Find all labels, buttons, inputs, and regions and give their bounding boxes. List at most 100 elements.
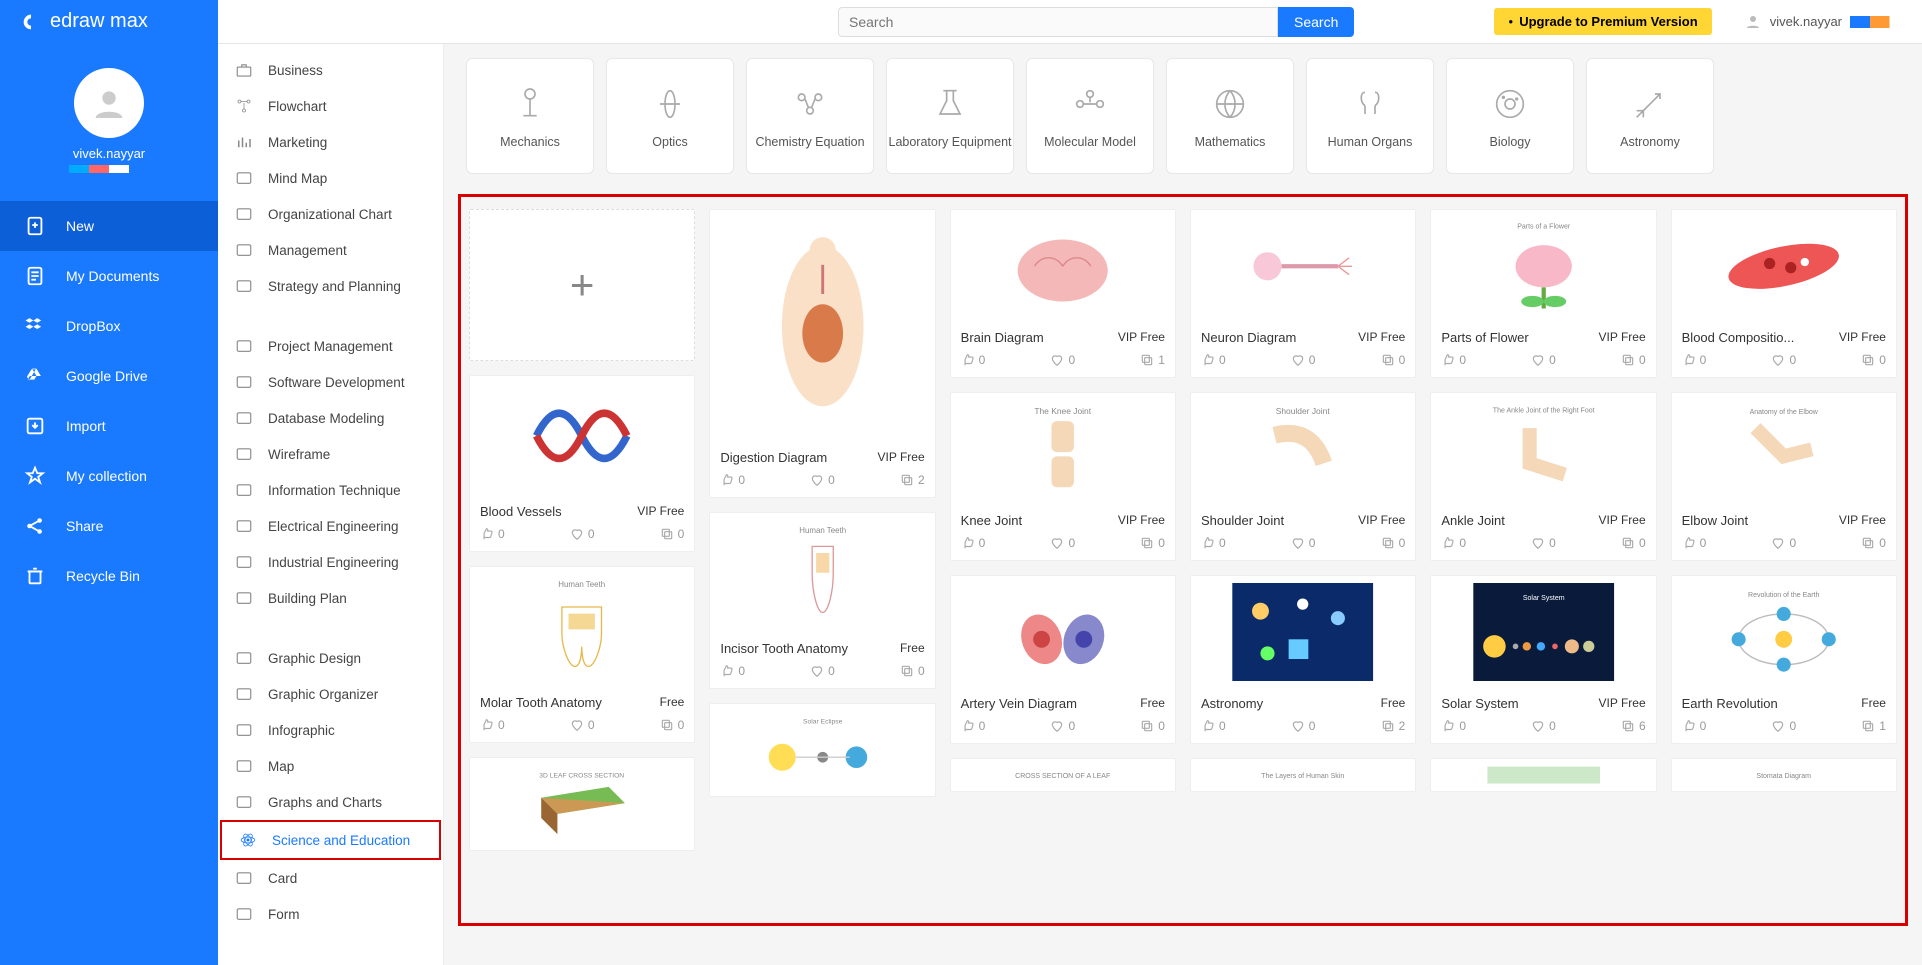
copy-count[interactable]: 1 — [1861, 719, 1886, 733]
template-card-blood-vessels[interactable]: Blood Vessels VIP Free 0 0 0 — [469, 375, 695, 552]
like-count[interactable]: 0 — [480, 527, 505, 541]
template-card-neuron-diagram[interactable]: Neuron Diagram VIP Free 0 0 0 — [1190, 209, 1416, 378]
template-card-elbow-joint[interactable]: Anatomy of the Elbow Elbow Joint VIP Fre… — [1671, 392, 1897, 561]
upgrade-badge[interactable]: Upgrade to Premium Version — [1494, 8, 1711, 35]
copy-count[interactable]: 1 — [1140, 353, 1165, 367]
subcategory-optics[interactable]: Optics — [606, 58, 734, 174]
heart-count[interactable]: 0 — [1531, 353, 1556, 367]
category-building-plan[interactable]: Building Plan — [218, 580, 443, 616]
heart-count[interactable]: 0 — [1050, 353, 1075, 367]
heart-count[interactable]: 0 — [1291, 719, 1316, 733]
heart-count[interactable]: 0 — [1531, 719, 1556, 733]
like-count[interactable]: 0 — [720, 664, 745, 678]
category-card[interactable]: Card — [218, 860, 443, 896]
like-count[interactable]: 0 — [1682, 536, 1707, 550]
search-input[interactable] — [838, 7, 1278, 37]
template-blank[interactable]: + — [469, 209, 695, 361]
like-count[interactable]: 0 — [961, 536, 986, 550]
template-card-partial[interactable] — [1430, 758, 1656, 792]
like-count[interactable]: 0 — [961, 719, 986, 733]
like-count[interactable]: 0 — [480, 718, 505, 732]
category-infographic[interactable]: Infographic — [218, 712, 443, 748]
nav-item-my-documents[interactable]: My Documents — [0, 251, 218, 301]
like-count[interactable]: 0 — [720, 473, 745, 487]
search-button[interactable]: Search — [1278, 7, 1354, 37]
copy-count[interactable]: 6 — [1621, 719, 1646, 733]
category-graphs-and-charts[interactable]: Graphs and Charts — [218, 784, 443, 820]
category-industrial-engineering[interactable]: Industrial Engineering — [218, 544, 443, 580]
template-card-astronomy[interactable]: Astronomy Free 0 0 2 — [1190, 575, 1416, 744]
user-area[interactable]: vivek.nayyar — [1744, 13, 1910, 31]
heart-count[interactable]: 0 — [1291, 353, 1316, 367]
subcategory-laboratory-equipment[interactable]: Laboratory Equipment — [886, 58, 1014, 174]
copy-count[interactable]: 0 — [1381, 353, 1406, 367]
template-card-blood-compositio-[interactable]: Blood Compositio... VIP Free 0 0 0 — [1671, 209, 1897, 378]
category-electrical-engineering[interactable]: Electrical Engineering — [218, 508, 443, 544]
copy-count[interactable]: 0 — [1140, 536, 1165, 550]
template-card-shoulder-joint[interactable]: Shoulder Joint Shoulder Joint VIP Free 0… — [1190, 392, 1416, 561]
heart-count[interactable]: 0 — [1050, 536, 1075, 550]
template-card-artery-vein-diagram[interactable]: Artery Vein Diagram Free 0 0 0 — [950, 575, 1176, 744]
template-card-stomata-diagram[interactable]: Stomata Diagram — [1671, 758, 1897, 792]
category-management[interactable]: Management — [218, 232, 443, 268]
subcategory-astronomy[interactable]: Astronomy — [1586, 58, 1714, 174]
category-graphic-design[interactable]: Graphic Design — [218, 640, 443, 676]
category-flowchart[interactable]: Flowchart — [218, 88, 443, 124]
category-graphic-organizer[interactable]: Graphic Organizer — [218, 676, 443, 712]
heart-count[interactable]: 0 — [1531, 536, 1556, 550]
copy-count[interactable]: 0 — [1861, 536, 1886, 550]
avatar[interactable] — [74, 68, 144, 138]
template-card-solar-eclipse[interactable]: Solar Eclipse — [709, 703, 935, 797]
copy-count[interactable]: 0 — [1861, 353, 1886, 367]
template-card-ankle-joint[interactable]: The Ankle Joint of the Right Foot Ankle … — [1430, 392, 1656, 561]
heart-count[interactable]: 0 — [1771, 353, 1796, 367]
nav-item-dropbox[interactable]: DropBox — [0, 301, 218, 351]
subcategory-mechanics[interactable]: Mechanics — [466, 58, 594, 174]
category-map[interactable]: Map — [218, 748, 443, 784]
category-marketing[interactable]: Marketing — [218, 124, 443, 160]
category-database-modeling[interactable]: Database Modeling — [218, 400, 443, 436]
heart-count[interactable]: 0 — [1050, 719, 1075, 733]
like-count[interactable]: 0 — [1441, 536, 1466, 550]
category-project-management[interactable]: Project Management — [218, 328, 443, 364]
nav-item-share[interactable]: Share — [0, 501, 218, 551]
copy-count[interactable]: 0 — [660, 527, 685, 541]
copy-count[interactable]: 0 — [660, 718, 685, 732]
template-card-solar-system[interactable]: Solar System Solar System VIP Free 0 0 6 — [1430, 575, 1656, 744]
like-count[interactable]: 0 — [1682, 719, 1707, 733]
like-count[interactable]: 0 — [1201, 536, 1226, 550]
heart-count[interactable]: 0 — [1771, 536, 1796, 550]
subcategory-molecular-model[interactable]: Molecular Model — [1026, 58, 1154, 174]
template-card-digestion-diagram[interactable]: Digestion Diagram VIP Free 0 0 2 — [709, 209, 935, 498]
copy-count[interactable]: 2 — [1381, 719, 1406, 733]
category-business[interactable]: Business — [218, 52, 443, 88]
copy-count[interactable]: 0 — [1381, 536, 1406, 550]
template-card-3d-leaf-cross-section[interactable]: 3D LEAF CROSS SECTION — [469, 757, 695, 851]
like-count[interactable]: 0 — [1201, 353, 1226, 367]
like-count[interactable]: 0 — [961, 353, 986, 367]
heart-count[interactable]: 0 — [1771, 719, 1796, 733]
category-mind-map[interactable]: Mind Map — [218, 160, 443, 196]
copy-count[interactable]: 0 — [1621, 536, 1646, 550]
subcategory-mathematics[interactable]: Mathematics — [1166, 58, 1294, 174]
nav-item-new[interactable]: New — [0, 201, 218, 251]
copy-count[interactable]: 2 — [900, 473, 925, 487]
copy-count[interactable]: 0 — [1621, 353, 1646, 367]
like-count[interactable]: 0 — [1201, 719, 1226, 733]
template-card-brain-diagram[interactable]: Brain Diagram VIP Free 0 0 1 — [950, 209, 1176, 378]
copy-count[interactable]: 0 — [900, 664, 925, 678]
category-information-technique[interactable]: Information Technique — [218, 472, 443, 508]
template-card-cross-section-of-a-leaf[interactable]: CROSS SECTION OF A LEAF — [950, 758, 1176, 792]
nav-item-import[interactable]: Import — [0, 401, 218, 451]
template-card-the-layers-of-human-skin[interactable]: The Layers of Human Skin — [1190, 758, 1416, 792]
subcategory-human-organs[interactable]: Human Organs — [1306, 58, 1434, 174]
heart-count[interactable]: 0 — [570, 527, 595, 541]
subcategory-biology[interactable]: Biology — [1446, 58, 1574, 174]
category-science-and-education[interactable]: Science and Education — [220, 820, 441, 860]
heart-count[interactable]: 0 — [810, 664, 835, 678]
category-panel[interactable]: BusinessFlowchartMarketingMind MapOrgani… — [218, 44, 444, 965]
template-card-incisor-tooth-anatomy[interactable]: Human Teeth Incisor Tooth Anatomy Free 0… — [709, 512, 935, 689]
template-card-knee-joint[interactable]: The Knee Joint Knee Joint VIP Free 0 0 0 — [950, 392, 1176, 561]
heart-count[interactable]: 0 — [810, 473, 835, 487]
copy-count[interactable]: 0 — [1140, 719, 1165, 733]
